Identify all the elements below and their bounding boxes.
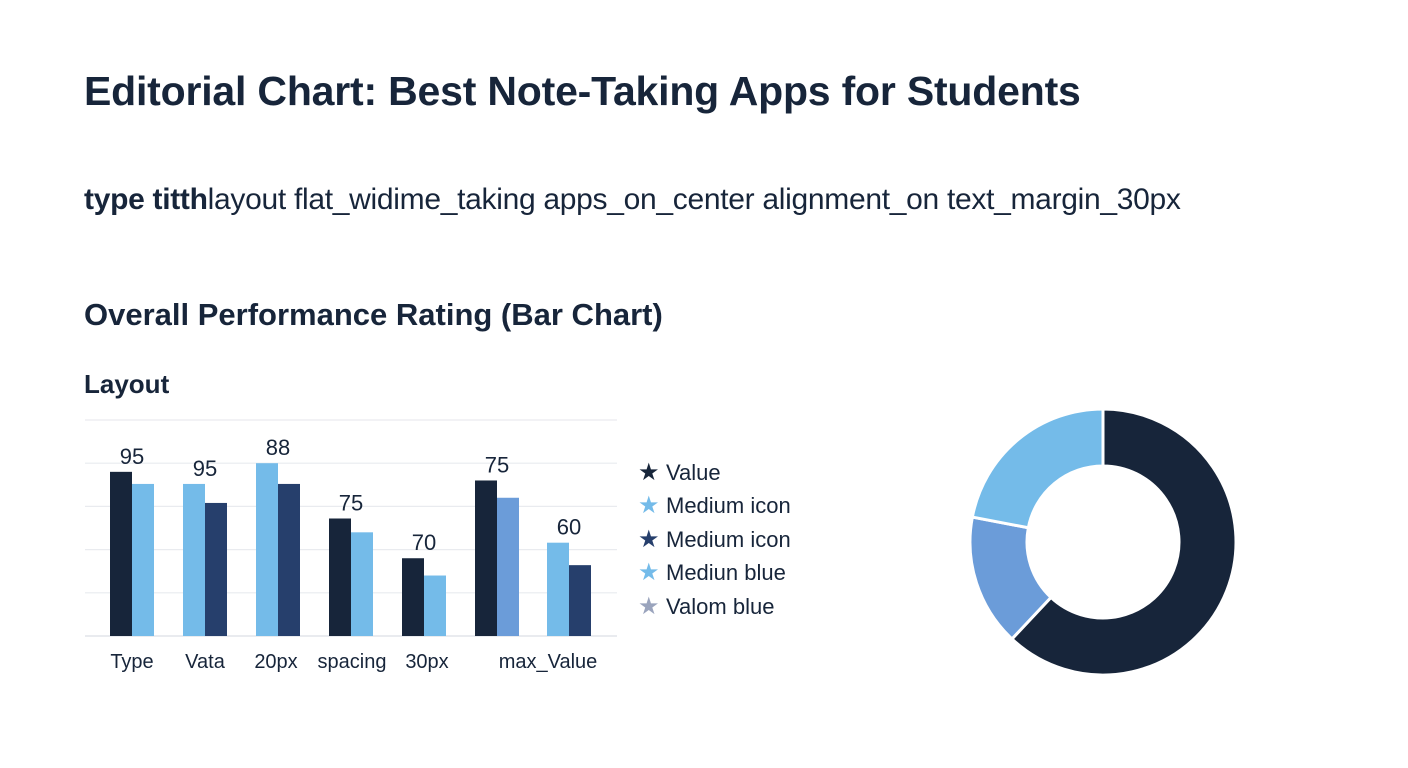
legend-label: Medium icon <box>666 493 791 519</box>
data-label: 95 <box>193 456 217 481</box>
bar-chart: 95 95 88 75 70 75 60 Type Vata 20px spacing 30px max… <box>85 419 617 673</box>
bar <box>110 471 132 636</box>
legend-item: ★ Mediun blue <box>638 557 791 591</box>
chart-legend: ★ Value ★ Medium icon ★ Medium icon ★ Mediun bl… <box>638 456 791 624</box>
donut-slice <box>1009 407 1238 677</box>
bar <box>205 502 227 636</box>
bar <box>424 575 446 636</box>
bar <box>278 483 300 636</box>
donut-chart <box>968 407 1238 677</box>
bar <box>475 480 497 636</box>
legend-label: Medium icon <box>666 526 791 552</box>
chart-title: Editorial Chart: Best Note-Taking Apps f… <box>84 68 1081 114</box>
bar <box>256 463 278 636</box>
donut-slice <box>970 407 1105 530</box>
bar <box>183 483 205 636</box>
bar <box>402 558 424 636</box>
bar <box>351 532 373 636</box>
legend-label: Value <box>666 459 721 485</box>
star-icon: ★ <box>638 559 660 587</box>
bar <box>569 565 591 636</box>
tick-label: 30px <box>405 651 448 673</box>
legend-label: Valom blue <box>666 593 775 619</box>
panel-label: Layout <box>84 369 170 399</box>
bar <box>497 497 519 636</box>
legend-item: ★ Medium icon <box>638 523 791 557</box>
tick-label: 20px <box>254 651 297 673</box>
tick-label: Type <box>110 651 153 673</box>
tick-label: max_Value <box>499 651 598 673</box>
data-label: 88 <box>266 435 290 460</box>
star-icon: ★ <box>638 458 660 486</box>
legend-item: ★ Value <box>638 456 791 490</box>
data-label: 70 <box>412 530 436 555</box>
star-icon: ★ <box>638 592 660 620</box>
legend-item: ★ Valom blue <box>638 590 791 624</box>
chart-subtitle: type titthlayout flat_widime_taking apps… <box>84 183 1181 217</box>
data-label: 95 <box>120 444 144 469</box>
section-heading: Overall Performance Rating (Bar Chart) <box>84 297 663 332</box>
bar <box>132 483 154 636</box>
data-label: 75 <box>339 490 363 515</box>
tick-label: spacing <box>318 651 387 673</box>
star-icon: ★ <box>638 525 660 553</box>
subtitle-rest-part: layout flat_widime_taking apps_on_center… <box>207 183 1181 216</box>
legend-label: Mediun blue <box>666 560 786 586</box>
tick-label: Vata <box>185 651 226 673</box>
bar <box>547 542 569 636</box>
subtitle-bold-part: type titth <box>84 183 208 216</box>
bar <box>329 518 351 636</box>
data-label: 75 <box>485 452 509 477</box>
legend-item: ★ Medium icon <box>638 490 791 524</box>
data-label: 60 <box>557 515 581 540</box>
star-icon: ★ <box>638 492 660 520</box>
